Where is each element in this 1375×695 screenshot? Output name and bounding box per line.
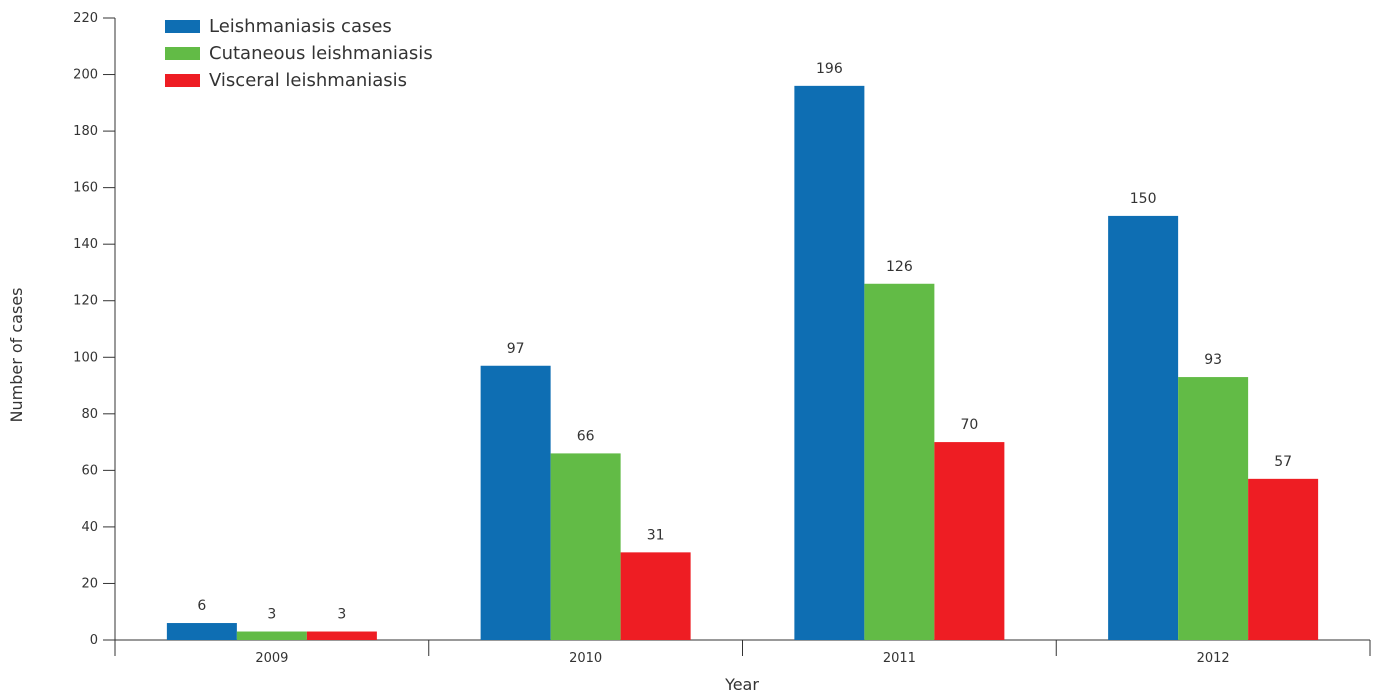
y-axis: 0 20 40 60 80 100 120 140 160 180 200 220 — [73, 11, 116, 648]
y-tick-label: 160 — [73, 181, 98, 196]
legend: Leishmaniasis cases Cutaneous leishmanias… — [165, 16, 433, 91]
bar — [934, 442, 1005, 640]
data-label: 150 — [1130, 191, 1157, 207]
data-labels: 6 3 3 97 66 31 196 126 70 150 93 57 — [197, 61, 1292, 623]
x-tick-label: 2010 — [569, 651, 602, 666]
bar — [1108, 215, 1179, 640]
y-tick-label: 80 — [81, 407, 98, 422]
x-tick-label: 2012 — [1197, 651, 1230, 666]
y-tick-label: 60 — [81, 463, 98, 478]
data-label: 97 — [507, 341, 525, 357]
y-tick-label: 0 — [90, 633, 98, 648]
x-axis-title: Year — [724, 675, 759, 694]
y-tick-label: 200 — [73, 68, 98, 83]
data-label: 57 — [1274, 454, 1292, 470]
bars — [166, 85, 1319, 640]
legend-swatch — [165, 20, 200, 33]
x-tick-label: 2009 — [255, 651, 288, 666]
data-label: 93 — [1204, 352, 1222, 368]
y-tick-label: 20 — [81, 576, 98, 591]
bar — [306, 631, 377, 640]
data-label: 196 — [816, 61, 843, 77]
legend-label: Leishmaniasis cases — [209, 16, 392, 37]
bar — [236, 631, 307, 640]
y-tick-label: 40 — [81, 520, 98, 535]
y-tick-label: 120 — [73, 294, 98, 309]
y-tick-label: 140 — [73, 237, 98, 252]
bar — [794, 85, 865, 640]
bar — [864, 283, 935, 640]
data-label: 66 — [577, 428, 595, 444]
data-label: 6 — [197, 598, 206, 614]
legend-label: Cutaneous leishmaniasis — [209, 43, 433, 64]
y-axis-title: Number of cases — [7, 288, 26, 423]
data-label: 3 — [267, 607, 276, 623]
bar — [620, 552, 691, 640]
legend-label: Visceral leishmaniasis — [209, 70, 407, 91]
data-label: 31 — [647, 527, 665, 543]
y-tick-label: 220 — [73, 11, 98, 26]
bar — [550, 453, 621, 640]
y-tick-label: 100 — [73, 350, 98, 365]
bar — [166, 623, 237, 640]
y-tick-label: 180 — [73, 124, 98, 139]
legend-swatch — [165, 47, 200, 60]
bar — [1248, 478, 1319, 640]
bar — [1178, 377, 1249, 640]
legend-swatch — [165, 74, 200, 87]
bar — [480, 365, 551, 640]
data-label: 3 — [337, 607, 346, 623]
x-axis: 2009 2010 2011 2012 — [114, 639, 1371, 666]
x-tick-label: 2011 — [883, 651, 916, 666]
data-label: 70 — [960, 417, 978, 433]
data-label: 126 — [886, 259, 913, 275]
